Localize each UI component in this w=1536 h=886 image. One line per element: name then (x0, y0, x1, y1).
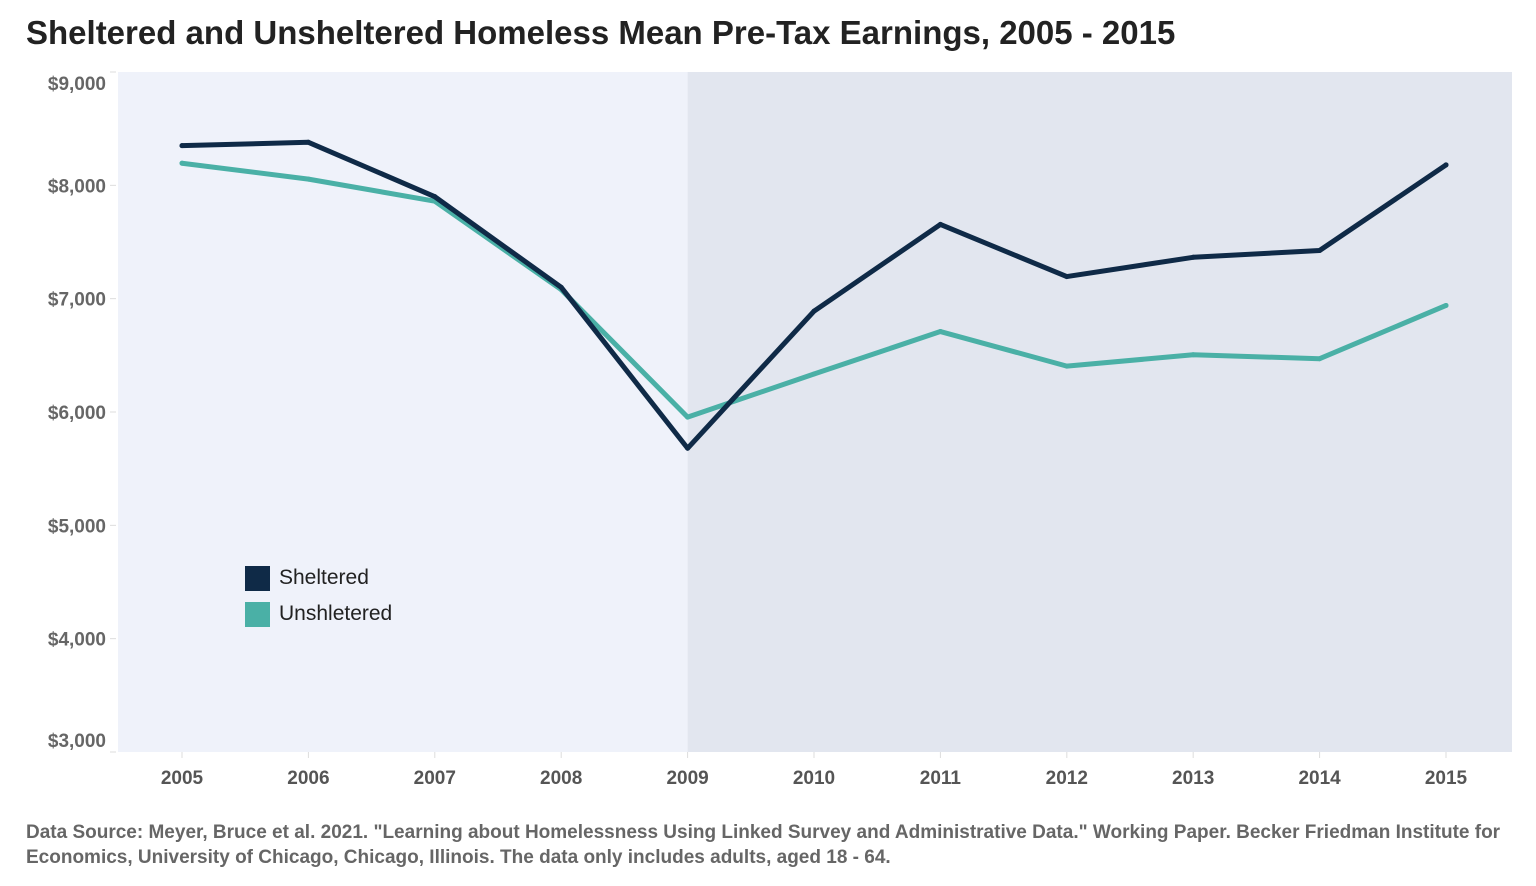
data-point (685, 414, 691, 420)
legend-label: Unshletered (279, 602, 393, 625)
data-point (937, 329, 943, 335)
data-point (432, 194, 438, 200)
x-tick-label: 2005 (161, 768, 204, 789)
y-tick-label: $9,000 (48, 74, 106, 95)
data-point (305, 139, 311, 145)
legend-swatch (245, 601, 270, 627)
data-point (1317, 356, 1323, 362)
legend-item-unsheltered[interactable]: Unshletered (245, 596, 392, 632)
data-point (811, 308, 817, 314)
data-point (179, 143, 185, 149)
data-point (305, 176, 311, 182)
y-tick-label: $5,000 (48, 516, 106, 537)
data-point (685, 445, 691, 451)
y-tick-label: $7,000 (48, 290, 106, 311)
x-tick-label: 2015 (1425, 768, 1468, 789)
data-point (1443, 162, 1449, 168)
data-point (1443, 302, 1449, 308)
x-tick-label: 2010 (793, 768, 835, 789)
data-point (179, 160, 185, 166)
data-source-footnote: Data Source: Meyer, Bruce et al. 2021. "… (26, 822, 1501, 868)
data-point (1064, 274, 1070, 280)
legend-label: Sheltered (279, 566, 369, 589)
shaded-region (687, 72, 1512, 752)
x-tick-label: 2009 (666, 768, 708, 789)
plot-background (118, 72, 688, 752)
y-tick-label: $8,000 (48, 176, 106, 197)
y-tick-label: $4,000 (48, 630, 106, 651)
x-tick-label: 2013 (1172, 768, 1214, 789)
x-tick-label: 2014 (1298, 768, 1341, 789)
legend-item-sheltered[interactable]: Sheltered (245, 560, 392, 596)
legend-swatch (245, 565, 270, 591)
data-point (558, 284, 564, 290)
chart-title: Sheltered and Unsheltered Homeless Mean … (26, 14, 1176, 51)
y-tick-label: $3,000 (48, 731, 106, 752)
x-tick-label: 2008 (540, 768, 582, 789)
x-tick-label: 2012 (1046, 768, 1088, 789)
legend: Sheltered Unshletered (245, 560, 392, 632)
data-point (1064, 363, 1070, 369)
x-tick-label: 2006 (287, 768, 329, 789)
data-point (1317, 248, 1323, 253)
data-point (937, 221, 943, 227)
y-tick-label: $6,000 (48, 403, 106, 424)
x-tick-label: 2011 (920, 768, 962, 789)
data-point (1190, 254, 1196, 260)
x-tick-label: 2007 (414, 768, 456, 789)
data-point (811, 371, 817, 377)
data-point (1190, 352, 1196, 358)
